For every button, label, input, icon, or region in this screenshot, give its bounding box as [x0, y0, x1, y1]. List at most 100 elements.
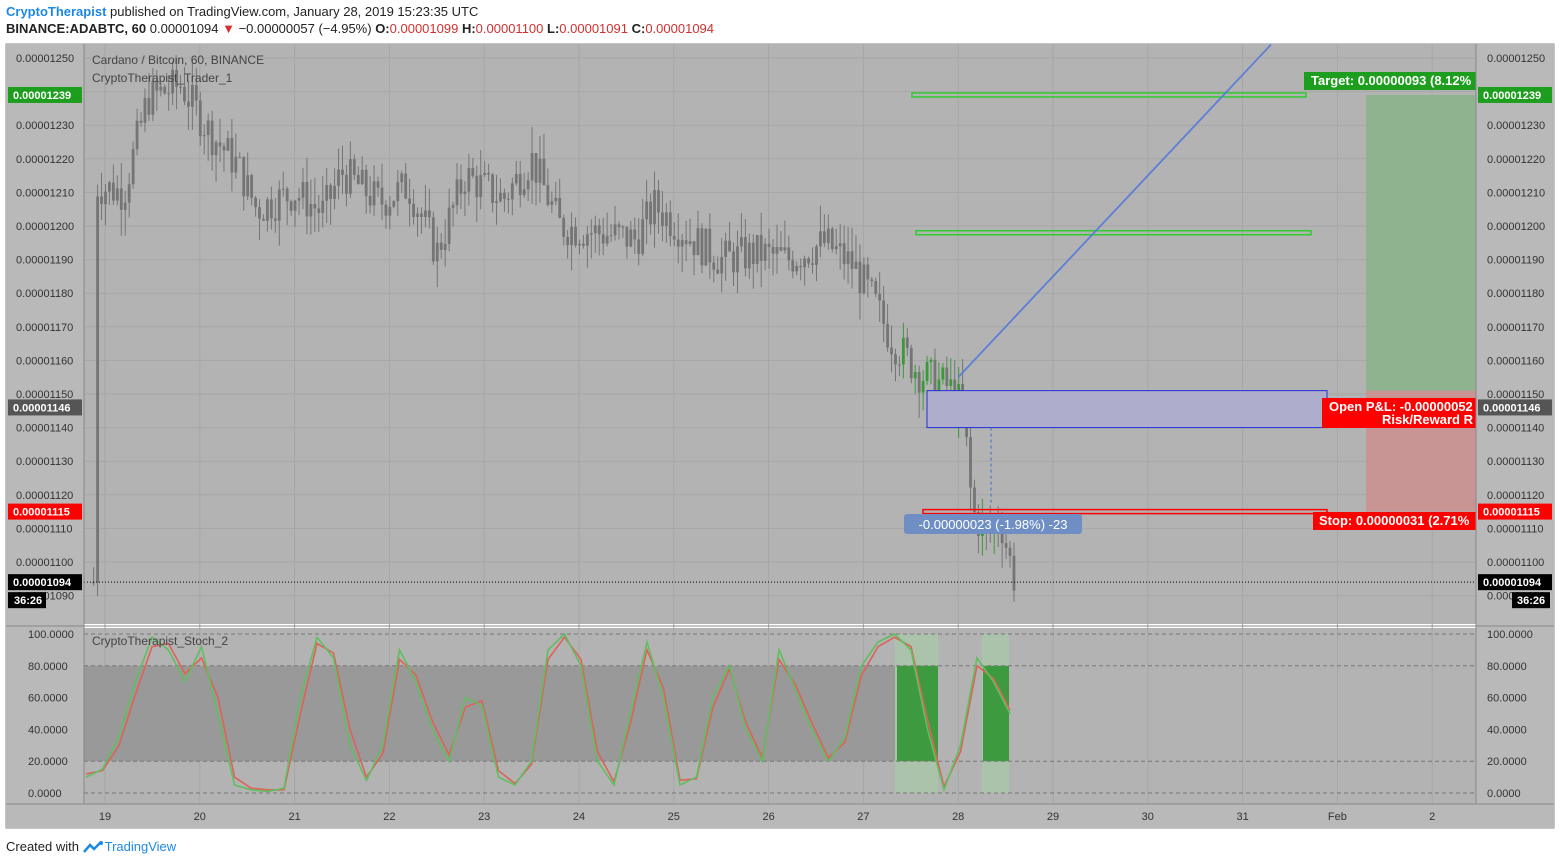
candle-body [463, 191, 467, 194]
stoch-tick-label-left: 80.0000 [28, 661, 68, 673]
candle-body [404, 173, 408, 199]
candle-body [574, 226, 577, 246]
entry-price-label-left: 0.00001146 [13, 402, 71, 414]
candle-body [104, 191, 107, 205]
candle-body [439, 242, 443, 250]
candle-body [866, 264, 870, 280]
x-tick-label: 22 [383, 811, 395, 823]
candle-body [234, 156, 238, 173]
current-price-label-right: 0.00001094 [1483, 577, 1542, 589]
y-tick-label-left: 0.00001120 [16, 490, 73, 502]
candle-body [969, 437, 972, 488]
y-tick-label-left: 0.00001170 [16, 322, 73, 334]
publish-info: CryptoTherapist published on TradingView… [6, 4, 478, 19]
candle-body [459, 179, 463, 194]
candle-body [424, 210, 427, 217]
author-link[interactable]: CryptoTherapist [6, 4, 107, 19]
candle-body [246, 175, 250, 197]
candle-body [617, 224, 621, 228]
candle-body [949, 379, 953, 386]
candle-body [388, 206, 392, 216]
candle-body [783, 247, 787, 251]
y-tick-label-right: 0.00001230 [1487, 120, 1545, 132]
candle-body [431, 217, 435, 262]
candle-body [115, 188, 119, 201]
y-tick-label-right: 0.00001210 [1487, 187, 1545, 199]
candle-body [194, 85, 198, 101]
candle-body [704, 228, 708, 266]
candle-body [826, 228, 830, 244]
candle-body [131, 149, 135, 185]
target-price-label-right-bg [1478, 86, 1552, 103]
candle-body [277, 189, 281, 221]
candle-body [297, 197, 301, 201]
y-tick-label-right: 0.00001180 [1487, 288, 1544, 300]
candle-body [700, 228, 704, 266]
stop-annotation-box [1313, 512, 1476, 530]
y-tick-label-right: 0.00001120 [1487, 490, 1544, 502]
y-tick-label-left: 0.00001150 [16, 389, 73, 401]
created-with-text: Created with [6, 839, 79, 854]
candle-body [345, 174, 348, 194]
last-price: 0.00001094 [149, 21, 219, 36]
candle-body [266, 199, 269, 221]
candle-body [187, 101, 190, 107]
stoch-tick-label-right: 100.0000 [1487, 629, 1533, 641]
x-tick-label: 23 [478, 811, 490, 823]
y-tick-label-right: 0.00001150 [1487, 389, 1544, 401]
stoch-tick-label-left: 100.0000 [28, 629, 74, 641]
candle-body [716, 269, 720, 274]
tradingview-link[interactable]: TradingView [104, 839, 177, 854]
candle-body [637, 239, 641, 254]
footer: Created with TradingView [6, 839, 176, 854]
candle-body [479, 174, 483, 198]
candle-body [534, 153, 538, 183]
candle-body [171, 69, 175, 94]
candle-body [913, 371, 917, 379]
candle-body [751, 242, 755, 265]
candle-body [894, 354, 897, 365]
left-axis-bg [6, 44, 84, 804]
candle-body [506, 198, 510, 200]
candle-body [578, 243, 581, 246]
candle-body [882, 300, 886, 324]
stoch-tick-label-right: 20.0000 [1487, 756, 1527, 768]
stop-price-label-left-bg [8, 503, 82, 520]
stoch-k-line [85, 632, 1011, 793]
stop-annotation: Stop: 0.00000031 (2.71% [1319, 513, 1470, 528]
x-tick-label: 19 [99, 811, 111, 823]
candle-body [198, 100, 202, 137]
entry-price-label-right-bg [1478, 399, 1552, 416]
candle-body [771, 247, 775, 254]
x-tick-label: 26 [762, 811, 774, 823]
stoch-tick-label-left: 40.0000 [28, 724, 68, 736]
low-label: L: [547, 21, 560, 36]
candle-body [376, 181, 380, 188]
candle-body [341, 169, 344, 175]
candle-body [119, 188, 123, 210]
candle-body [317, 208, 321, 213]
candle-body [1008, 547, 1012, 556]
stoch-tick-label-right: 40.0000 [1487, 724, 1527, 736]
candle-body [538, 158, 542, 183]
candle-body [222, 146, 226, 151]
change-arrow-icon: ▼ [222, 21, 235, 36]
candle-body [747, 242, 751, 269]
candle-body [858, 261, 862, 294]
candle-body [653, 190, 656, 225]
candle-body [143, 97, 147, 123]
candle-body [530, 153, 534, 181]
candle-body [728, 240, 731, 252]
candle-body [190, 85, 194, 107]
candle-body [250, 175, 254, 198]
candle-body [542, 158, 546, 186]
candle-body [905, 337, 909, 348]
current-price-label-left-bg [8, 574, 82, 591]
candle-body [352, 159, 356, 175]
candle-body [664, 212, 668, 226]
candle-body [890, 347, 893, 355]
price-pane [84, 44, 1476, 624]
candle-body [554, 197, 558, 202]
stoch-band [84, 665, 895, 762]
